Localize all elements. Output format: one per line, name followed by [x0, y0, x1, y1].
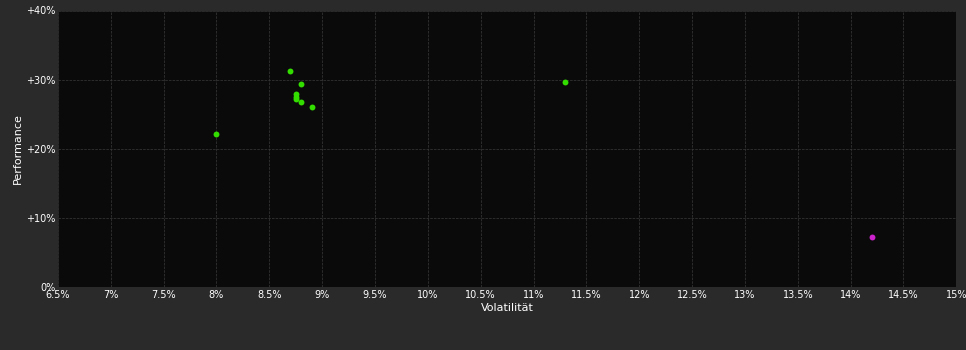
X-axis label: Volatilität: Volatilität [481, 302, 533, 313]
Point [209, 131, 224, 136]
Point [304, 105, 320, 110]
Y-axis label: Performance: Performance [13, 113, 23, 184]
Point [288, 91, 303, 97]
Point [864, 234, 879, 240]
Point [283, 69, 298, 74]
Point [557, 79, 573, 84]
Point [288, 96, 303, 102]
Point [294, 82, 309, 87]
Point [294, 99, 309, 105]
Point [288, 94, 303, 100]
